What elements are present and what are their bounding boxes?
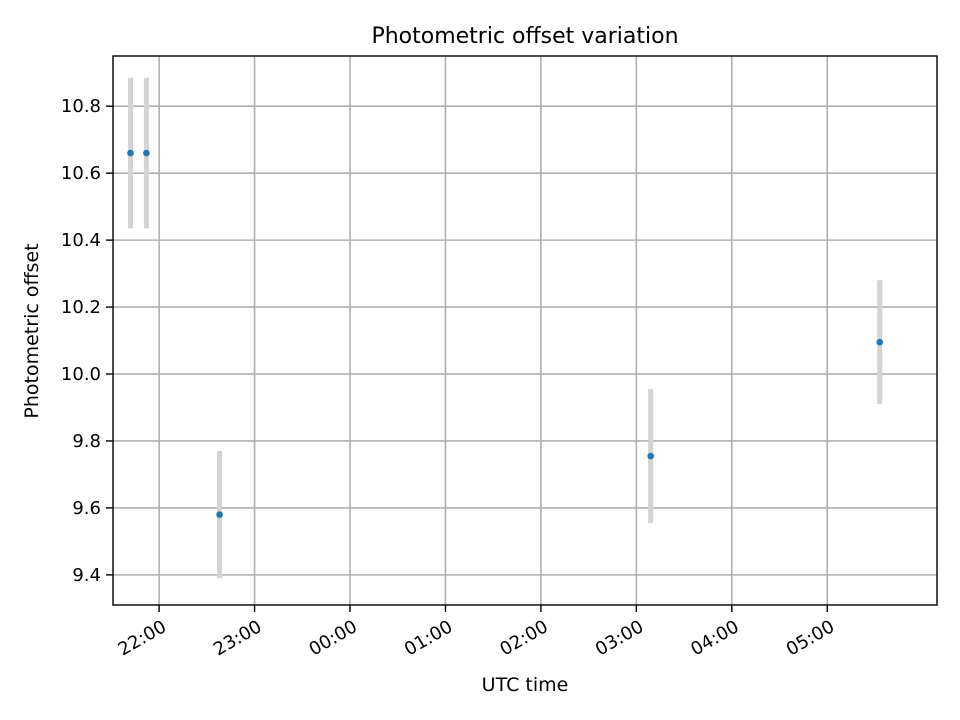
- x-axis-label: UTC time: [482, 674, 569, 696]
- grid-layer: [113, 56, 937, 605]
- y-tick-label: 10.8: [61, 96, 101, 117]
- y-tick-label: 9.6: [72, 498, 101, 519]
- tick-layer: 22:00 23:00 00:00 01:00 02:00 03:00 04:00 05:00…: [61, 96, 838, 660]
- x-tick-label: 03:00: [592, 616, 647, 660]
- x-tick-label: 04:00: [687, 616, 742, 660]
- x-tick-label: 00:00: [305, 616, 360, 660]
- chart-title: Photometric offset variation: [371, 24, 678, 49]
- y-tick-label: 9.4: [72, 565, 101, 586]
- y-tick-label: 9.8: [72, 431, 101, 452]
- x-tick-label: 22:00: [115, 616, 170, 660]
- x-tick-label: 02:00: [496, 616, 551, 660]
- data-point: [143, 149, 150, 157]
- x-tick-label: 05:00: [783, 616, 838, 660]
- y-axis-label: Photometric offset: [21, 243, 43, 418]
- plot-frame: [112, 55, 938, 606]
- x-tick-label: 23:00: [210, 616, 265, 660]
- y-tick-label: 10.2: [61, 297, 101, 318]
- data-point: [127, 149, 134, 157]
- errorbar-layer: [127, 77, 883, 579]
- data-point: [647, 452, 654, 460]
- data-point: [876, 338, 884, 346]
- y-tick-label: 10.6: [61, 163, 101, 184]
- x-tick-label: 01:00: [401, 616, 456, 660]
- y-tick-label: 10.4: [61, 230, 101, 251]
- y-tick-label: 10.0: [61, 364, 101, 385]
- data-point: [216, 511, 223, 518]
- point-layer: [127, 149, 884, 518]
